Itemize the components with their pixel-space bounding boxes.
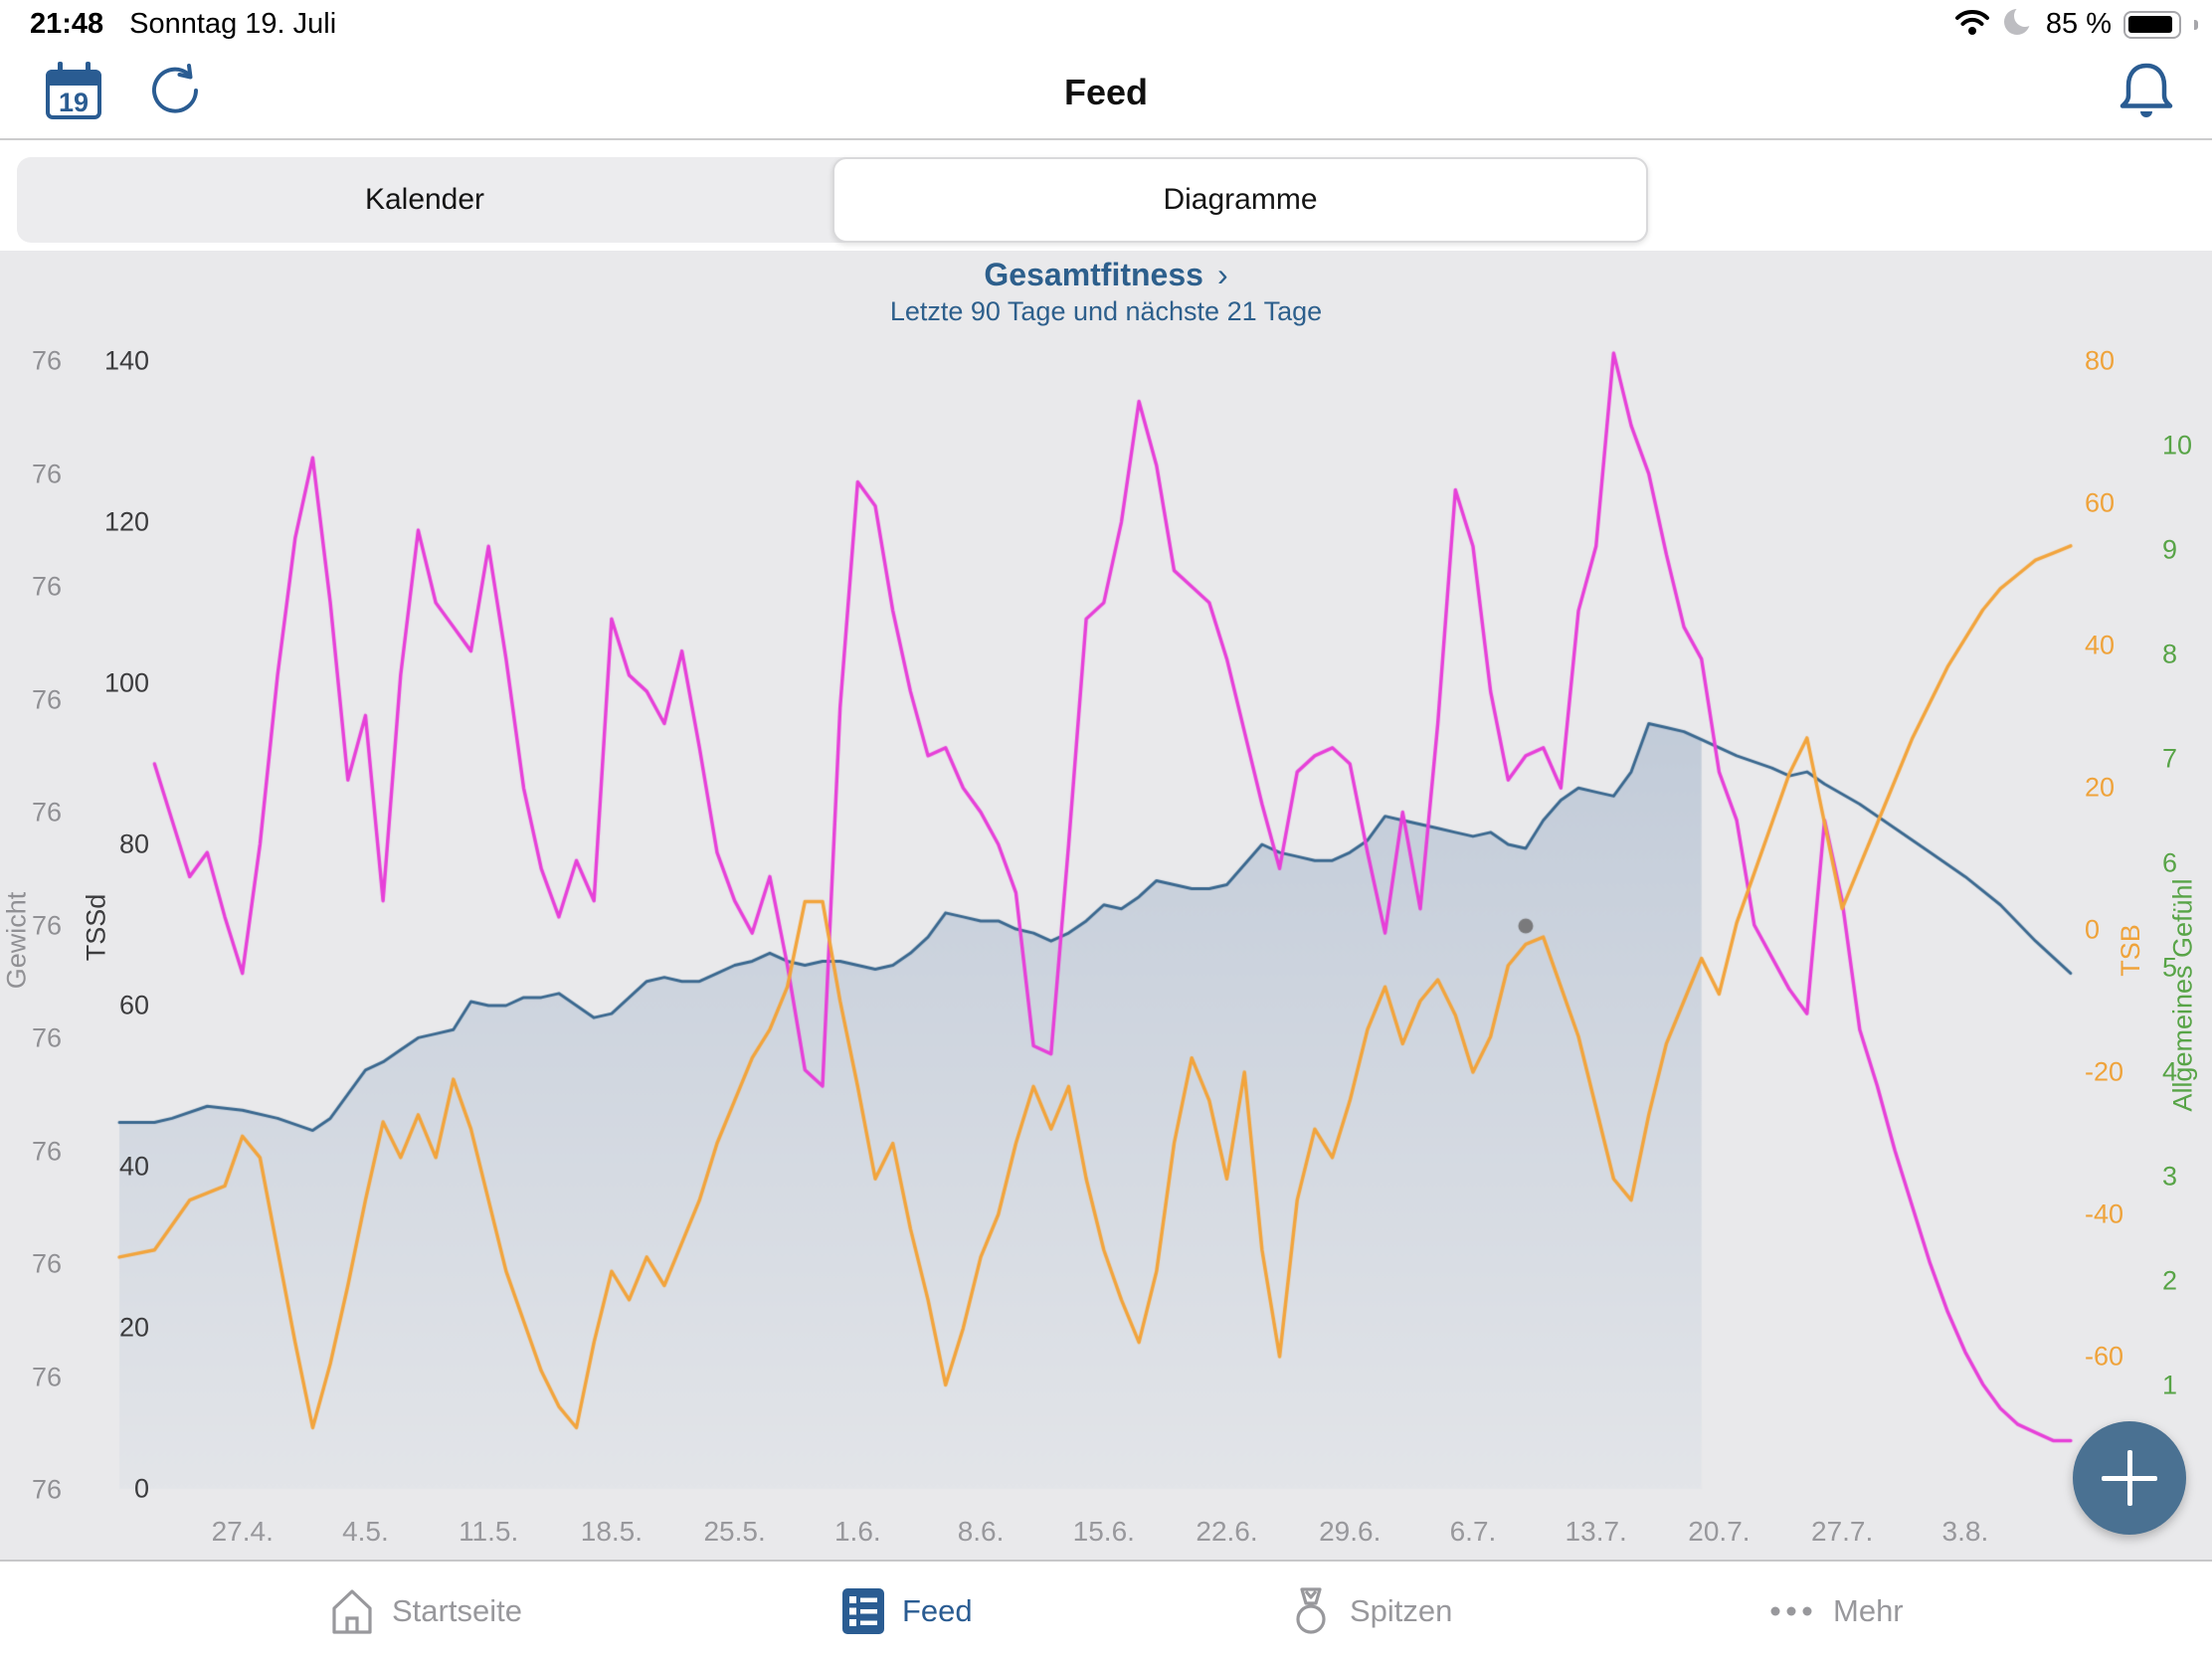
axis-tick: 0 xyxy=(133,1473,149,1504)
axis-tick: 76 xyxy=(31,1136,62,1166)
bottom-navigation: Startseite Feed Spitzen Mehr xyxy=(0,1560,2212,1659)
axis-tick: 9 xyxy=(2162,534,2178,565)
nav-item-spitzen[interactable]: Spitzen xyxy=(1288,1562,1452,1659)
ellipsis-icon xyxy=(1770,1606,1812,1616)
status-time: 21:48 xyxy=(30,8,104,40)
axis-title-tsb: TSB xyxy=(2115,924,2145,977)
fitness-chart-canvas[interactable] xyxy=(0,251,2212,1560)
axis-tick: 76 xyxy=(31,1474,62,1505)
axis-tick: 100 xyxy=(103,667,149,698)
axis-tick: 76 xyxy=(31,910,62,940)
axis-tick: 76 xyxy=(31,459,62,488)
medal-icon xyxy=(1296,1587,1326,1634)
axis-tick: 76 xyxy=(31,1248,62,1279)
axis-tick: 6 xyxy=(2162,847,2178,878)
x-axis-date-label: 22.6. xyxy=(1196,1516,1258,1547)
bell-icon xyxy=(2120,63,2173,117)
axis-title-gewicht: Gewicht xyxy=(1,891,32,990)
x-axis-date-label: 27.7. xyxy=(1811,1516,1874,1547)
x-axis-date-label: 3.8. xyxy=(1941,1516,1989,1547)
x-axis-date-label: 4.5. xyxy=(342,1516,389,1547)
axis-tick: 76 xyxy=(31,797,62,828)
axis-tick: 80 xyxy=(2085,345,2116,376)
axis-tick: 60 xyxy=(118,990,149,1020)
axis-tick: 8 xyxy=(2162,639,2178,669)
nav-item-startseite[interactable]: Startseite xyxy=(328,1562,522,1659)
axis-tick: 7 xyxy=(2162,743,2178,774)
status-bar: 21:48 Sonntag 19. Juli 85 % xyxy=(0,0,2212,46)
chart-panel: Gesamtfitness› Letzte 90 Tage und nächst… xyxy=(0,251,2212,1560)
add-button[interactable] xyxy=(2073,1421,2186,1535)
nav-label: Startseite xyxy=(392,1593,522,1628)
x-axis-date-label: 27.4. xyxy=(211,1516,274,1547)
battery-icon xyxy=(2123,10,2181,39)
x-axis-date-label: 25.5. xyxy=(703,1516,766,1547)
axis-tick: -40 xyxy=(2085,1198,2124,1229)
axis-tick: 76 xyxy=(31,1022,62,1053)
battery-nub xyxy=(2194,19,2198,30)
tab-diagramme[interactable]: Diagramme xyxy=(832,157,1648,243)
nav-item-feed[interactable]: Feed xyxy=(840,1562,973,1659)
axis-tick: 60 xyxy=(2085,487,2116,518)
axis-tick: 76 xyxy=(31,684,62,714)
x-axis-date-label: 15.6. xyxy=(1072,1516,1135,1547)
x-axis-date-label: 29.6. xyxy=(1319,1516,1382,1547)
header: 19 Feed xyxy=(0,46,2212,140)
view-segmented-control: Kalender Diagramme xyxy=(17,157,1648,243)
axis-tick: 40 xyxy=(2085,630,2116,660)
wifi-icon xyxy=(1954,7,1990,42)
axis-tick: 5 xyxy=(2162,952,2178,983)
x-axis-date-label: 13.7. xyxy=(1565,1516,1627,1547)
axis-tick: 20 xyxy=(2085,772,2116,803)
nav-label: Spitzen xyxy=(1350,1593,1453,1628)
axis-tick: 2 xyxy=(2162,1265,2178,1296)
axis-tick: 120 xyxy=(103,506,149,537)
x-axis-date-label: 11.5. xyxy=(459,1516,519,1547)
x-axis-date-label: 8.6. xyxy=(957,1516,1005,1547)
refresh-icon xyxy=(152,64,198,113)
axis-tick: 3 xyxy=(2162,1161,2178,1192)
x-axis-date-label: 1.6. xyxy=(833,1516,881,1547)
feed-list-icon xyxy=(842,1588,884,1634)
axis-tick: 76 xyxy=(31,1362,62,1391)
battery-percent-label: 85 % xyxy=(2045,8,2112,40)
axis-tick: 40 xyxy=(118,1151,149,1182)
tab-kalender[interactable]: Kalender xyxy=(364,183,485,216)
axis-title-tssd: TSSd xyxy=(81,893,111,962)
x-axis-date-label: 18.5. xyxy=(580,1516,644,1547)
page-title: Feed xyxy=(1063,72,1149,112)
nav-label: Mehr xyxy=(1833,1593,1904,1628)
axis-tick: 4 xyxy=(2162,1056,2178,1087)
status-left: 21:48 Sonntag 19. Juli xyxy=(30,8,336,41)
nav-item-mehr[interactable]: Mehr xyxy=(1765,1562,1904,1659)
status-right: 85 % xyxy=(1954,5,2198,43)
axis-tick: 140 xyxy=(103,345,149,376)
axis-tick: -20 xyxy=(2085,1056,2124,1087)
nav-label: Feed xyxy=(902,1593,973,1628)
axis-title-gefuehl: Allgemeines Gefühl xyxy=(2167,878,2198,1112)
axis-tick: 10 xyxy=(2162,430,2193,461)
axis-tick: 1 xyxy=(2162,1370,2178,1400)
axis-tick: 76 xyxy=(31,345,62,376)
status-date: Sonntag 19. Juli xyxy=(129,8,337,40)
home-icon xyxy=(332,1589,372,1634)
axis-tick: -60 xyxy=(2085,1341,2124,1372)
refresh-button[interactable] xyxy=(147,62,205,119)
do-not-disturb-moon-icon xyxy=(2002,5,2036,43)
calendar-day-number: 19 xyxy=(58,88,90,117)
x-axis-date-label: 20.7. xyxy=(1688,1516,1751,1547)
x-axis-date-label: 6.7. xyxy=(1449,1516,1497,1547)
notifications-button[interactable] xyxy=(2115,58,2178,123)
axis-tick: 0 xyxy=(2085,914,2101,945)
calendar-today-button[interactable]: 19 xyxy=(44,60,105,121)
axis-tick: 20 xyxy=(118,1312,149,1343)
axis-tick: 76 xyxy=(31,571,62,602)
axis-tick: 80 xyxy=(118,829,149,859)
